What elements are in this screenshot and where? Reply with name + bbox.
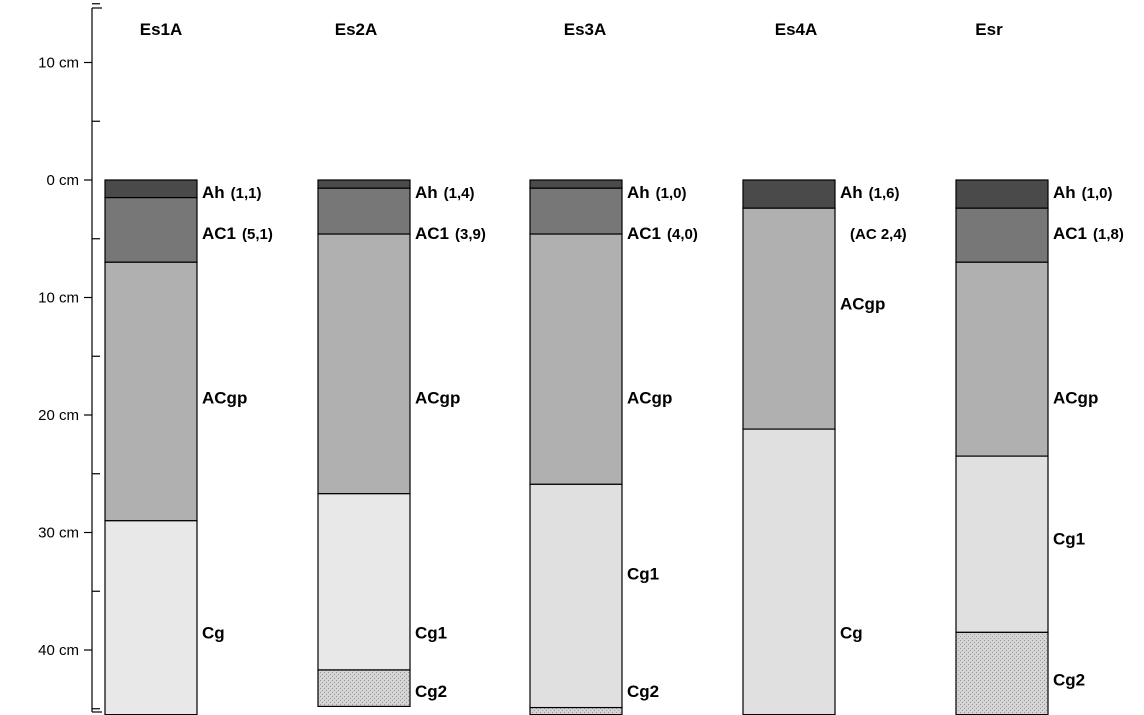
profile-column-es4a: Es4A Ah (1,6) (AC 2,4) ACgp Cg — [742, 20, 907, 715]
horizon-block-cg1 — [955, 455, 1049, 633]
horizon-label: Ah (1,1) — [202, 183, 262, 202]
horizon-label: Ah (1,6) — [840, 183, 900, 202]
horizon-block-cg2 — [955, 631, 1049, 715]
horizon-name: ACgp — [415, 388, 460, 407]
horizon-name: Cg2 — [627, 682, 659, 701]
horizon-label: AC1 (1,8) — [1053, 224, 1124, 243]
profile-title: Es3A — [564, 20, 607, 39]
profile-column-es3a: Es3A Ah (1,0) AC1 (4,0) ACgp Cg1 Cg2 — [529, 20, 698, 715]
horizon-name: Ah — [840, 183, 863, 202]
profile-columns: Es1A Ah (1,1) AC1 (5,1) ACgp Cg Es2A Ah (1,4) AC1 (… — [104, 20, 1124, 715]
horizon-block-ah — [317, 179, 411, 189]
horizon-label: AC1 (4,0) — [627, 224, 698, 243]
horizon-name: AC1 — [415, 224, 449, 243]
horizon-block-acgp — [955, 261, 1049, 457]
horizon-thickness-value: (1,8) — [1093, 226, 1124, 243]
profile-title: Es4A — [775, 20, 818, 39]
horizon-label: Ah (1,0) — [1053, 183, 1113, 202]
profile-title: Es2A — [335, 20, 378, 39]
horizon-name: Cg1 — [627, 565, 659, 584]
horizon-name: Cg2 — [415, 682, 447, 701]
horizon-thickness-value: (5,1) — [242, 226, 273, 243]
horizon-label: ACgp — [415, 388, 460, 407]
horizon-label: AC1 (3,9) — [415, 224, 486, 243]
horizon-name: Cg2 — [1053, 670, 1085, 689]
horizon-block-cg1 — [317, 493, 411, 671]
horizon-label: ACgp — [627, 388, 672, 407]
horizon-name: ACgp — [627, 388, 672, 407]
horizon-block-ah — [955, 179, 1049, 209]
horizon-block-acgp — [742, 207, 836, 430]
horizon-label: Cg1 — [627, 565, 659, 584]
horizon-label: Ah (1,0) — [627, 183, 687, 202]
horizon-block-ac1 — [529, 187, 623, 235]
horizon-label: AC1 (5,1) — [202, 224, 273, 243]
profile-column-es1a: Es1A Ah (1,1) AC1 (5,1) ACgp Cg — [104, 20, 273, 715]
horizon-thickness-value: (1,0) — [1082, 185, 1113, 202]
horizon-thickness-value: (1,6) — [869, 185, 900, 202]
horizon-label: ACgp — [202, 388, 247, 407]
horizon-name: Cg1 — [415, 623, 447, 642]
horizon-label: Cg2 — [1053, 670, 1085, 689]
horizon-name: AC1 — [627, 224, 661, 243]
horizon-block-ac1 — [955, 207, 1049, 263]
horizon-block-ah — [529, 179, 623, 189]
horizon-label: Cg1 — [415, 623, 447, 642]
horizon-name: Ah — [627, 183, 650, 202]
horizon-block-cg1 — [529, 483, 623, 709]
horizon-label: Cg — [202, 623, 225, 642]
horizon-thickness-value: (1,1) — [231, 185, 262, 202]
horizon-thickness-value: (3,9) — [455, 226, 486, 243]
horizon-block-ac1 — [317, 187, 411, 235]
depth-axis: 10 cm 0 cm 10 cm 20 cm 30 cm 40 cm — [38, 3, 102, 713]
horizon-label: Cg2 — [415, 682, 447, 701]
horizon-block-acgp — [529, 233, 623, 485]
horizon-name: AC1 — [202, 224, 236, 243]
axis-tick-label: 10 cm — [38, 290, 79, 307]
horizon-block-ah — [104, 179, 198, 199]
axis-tick-label: 40 cm — [38, 642, 79, 659]
horizon-block-cg2 — [529, 706, 623, 715]
horizon-label: Ah (1,4) — [415, 183, 475, 202]
horizon-thickness-value: (1,4) — [444, 185, 475, 202]
horizon-label: Cg2 — [627, 682, 659, 701]
horizon-block-acgp — [317, 233, 411, 495]
horizon-name: AC1 — [1053, 224, 1087, 243]
profile-column-esr: Esr Ah (1,0) AC1 (1,8) ACgp Cg1 Cg2 — [955, 20, 1124, 715]
horizon-name: Ah — [202, 183, 225, 202]
profile-title: Es1A — [140, 20, 183, 39]
horizon-name: Cg — [840, 623, 863, 642]
horizon-label: Cg1 — [1053, 529, 1085, 548]
horizon-block-ah — [742, 179, 836, 209]
horizon-thickness-value: (4,0) — [667, 226, 698, 243]
horizon-block-cg2 — [317, 669, 411, 707]
axis-tick-label: 30 cm — [38, 525, 79, 542]
horizon-name: Cg — [202, 623, 225, 642]
horizon-name: Ah — [415, 183, 438, 202]
axis-tick-label: 20 cm — [38, 407, 79, 424]
horizon-thickness-value: (AC 2,4) — [850, 226, 907, 243]
axis-tick-label: 0 cm — [46, 172, 79, 189]
horizon-name: Cg1 — [1053, 529, 1085, 548]
horizon-block-cg — [104, 520, 198, 715]
horizon-name: Ah — [1053, 183, 1076, 202]
horizon-label: ACgp — [840, 294, 885, 313]
horizon-name: ACgp — [1053, 388, 1098, 407]
profile-title: Esr — [975, 20, 1003, 39]
horizon-block-ac1 — [104, 197, 198, 263]
horizon-label: ACgp — [1053, 388, 1098, 407]
horizon-label: (AC 2,4) — [850, 226, 907, 243]
horizon-block-acgp — [104, 261, 198, 522]
horizon-label: Cg — [840, 623, 863, 642]
horizon-block-cg — [742, 428, 836, 715]
axis-tick-label: 10 cm — [38, 55, 79, 72]
horizon-thickness-value: (1,0) — [656, 185, 687, 202]
profile-column-es2a: Es2A Ah (1,4) AC1 (3,9) ACgp Cg1 Cg2 — [317, 20, 486, 707]
horizon-name: ACgp — [840, 294, 885, 313]
horizon-name: ACgp — [202, 388, 247, 407]
